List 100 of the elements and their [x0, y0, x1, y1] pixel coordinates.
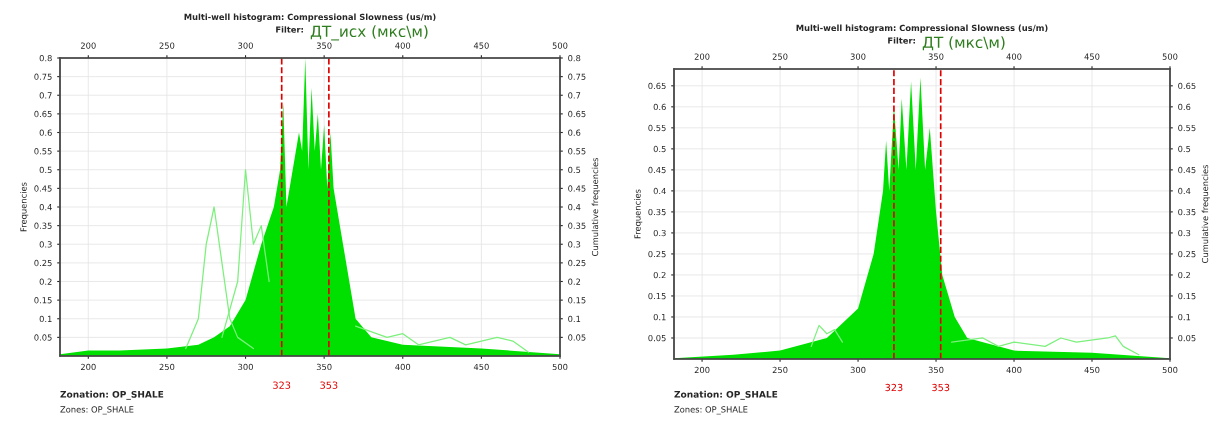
y-tick-label: 0.6 [653, 103, 666, 111]
x2-tick-label: 500 [552, 42, 568, 49]
y-tick-label: 0.3 [39, 241, 52, 248]
y-tick-label: 0.6 [39, 129, 52, 136]
y-tick-label: 0.1 [39, 315, 52, 323]
x2-tick-label: 300 [238, 42, 253, 49]
y-tick-label: 0.75 [34, 73, 52, 80]
y2-tick-label: 0.2 [568, 278, 581, 285]
y2-tick-label: 0.05 [568, 334, 586, 341]
text: Zones: OP_SHALE [674, 406, 748, 415]
y2-tick-label: 0.15 [568, 297, 586, 304]
x-tick-label: 350 [316, 363, 332, 371]
y2-axis-title: Cumulative frequencies [591, 157, 600, 256]
x-tick-label: 200 [80, 363, 96, 371]
y-tick-label: 0.4 [653, 187, 666, 195]
line-series [810, 324, 844, 348]
y-tick-label: 0.25 [648, 250, 666, 258]
x-tick-label: 450 [1084, 366, 1100, 374]
y2-tick-label: 0.55 [568, 148, 586, 155]
x2-tick-label: 350 [928, 53, 944, 60]
y2-axis-title: Cumulative frequencies [1201, 164, 1210, 263]
x2-tick-label: 250 [772, 53, 788, 60]
y2-tick-label: 0.1 [1178, 313, 1191, 321]
y-tick-label: 0.15 [34, 297, 52, 304]
y-tick-label: 0.15 [648, 292, 666, 300]
line-series [951, 335, 1140, 356]
ref-line-label: 353 [932, 383, 950, 392]
y-tick-label: 0.55 [648, 124, 666, 132]
y2-tick-label: 0.3 [568, 241, 581, 248]
y2-tick-label: 0.5 [1178, 145, 1191, 153]
y-tick-label: 0.5 [39, 166, 52, 174]
x-tick-label: 400 [395, 363, 411, 371]
x-tick-label: 300 [238, 363, 253, 371]
y2-tick-label: 0.65 [1178, 82, 1196, 90]
y-tick-label: 0.45 [648, 166, 666, 174]
x2-tick-label: 400 [1006, 53, 1022, 60]
y-tick-label: 0.35 [34, 222, 52, 229]
y-tick-label: 0.4 [39, 203, 52, 211]
ref-line-label: 353 [320, 381, 338, 389]
y2-tick-label: 0.3 [1178, 229, 1191, 237]
x2-tick-label: 250 [159, 42, 175, 49]
y-tick-label: 0.7 [39, 92, 52, 99]
y-tick-label: 0.2 [39, 278, 52, 285]
y2-tick-label: 0.25 [1178, 250, 1196, 258]
y-tick-label: 0.3 [653, 229, 666, 237]
y2-tick-label: 0.5 [568, 166, 581, 174]
y2-tick-label: 0.35 [1178, 208, 1196, 216]
text: Zonation: OP_SHALE [60, 390, 164, 400]
y2-tick-label: 0.8 [568, 54, 581, 62]
x2-tick-label: 450 [1084, 53, 1100, 60]
x-tick-label: 500 [552, 363, 568, 371]
x2-tick-label: 400 [395, 42, 411, 49]
x-tick-label: 450 [473, 363, 489, 371]
ref-line-label: 323 [273, 381, 291, 389]
x2-tick-label: 300 [850, 53, 866, 60]
y-axis-title: Frequencies [634, 189, 643, 239]
chart-subtitle: Filter: [276, 26, 303, 33]
y-tick-label: 0.05 [648, 334, 666, 342]
chart-subtitle: Filter: [888, 37, 915, 44]
y-tick-label: 0.35 [648, 208, 666, 216]
x2-tick-label: 200 [80, 42, 96, 49]
x-tick-label: 400 [1006, 366, 1022, 374]
x-tick-label: 500 [1162, 366, 1178, 374]
chart-title: Multi-well histogram: Compressional Slowness (us/m) [796, 24, 1048, 33]
y2-tick-label: 0.7 [568, 92, 581, 99]
x2-tick-label: 200 [694, 53, 710, 60]
x-tick-label: 250 [772, 366, 788, 374]
y-tick-label: 0.8 [39, 54, 52, 62]
y-tick-label: 0.05 [34, 334, 52, 341]
y2-tick-label: 0.75 [568, 73, 586, 80]
text: Zonation: OP_SHALE [674, 390, 778, 400]
y2-tick-label: 0.65 [568, 110, 586, 118]
x-tick-label: 200 [694, 366, 710, 374]
y2-tick-label: 0.15 [1178, 292, 1196, 300]
y2-tick-label: 0.4 [568, 203, 581, 211]
y2-tick-label: 0.55 [1178, 124, 1196, 132]
y-tick-label: 0.65 [34, 110, 52, 118]
y-axis-title: Frequencies [20, 182, 29, 232]
y-tick-label: 0.65 [648, 82, 666, 90]
y2-tick-label: 0.1 [568, 315, 581, 323]
y2-tick-label: 0.6 [568, 129, 581, 136]
y-tick-label: 0.45 [34, 185, 52, 192]
x2-tick-label: 450 [473, 42, 489, 49]
y2-tick-label: 0.4 [1178, 187, 1191, 195]
y2-tick-label: 0.45 [1178, 166, 1196, 174]
x-tick-label: 350 [928, 366, 944, 374]
y2-tick-label: 0.6 [1178, 103, 1191, 111]
y-tick-label: 0.2 [653, 271, 666, 279]
y-tick-label: 0.5 [653, 145, 666, 153]
text: ДТ (мкс\м) [922, 36, 1005, 51]
x-tick-label: 250 [159, 363, 175, 371]
y-tick-label: 0.25 [34, 259, 52, 267]
text: ДТ_исх (мкс\м) [310, 25, 428, 41]
y2-tick-label: 0.25 [568, 259, 586, 267]
y-tick-label: 0.1 [653, 313, 666, 321]
ref-line-label: 323 [885, 383, 903, 392]
line-series [354, 325, 530, 353]
x2-tick-label: 500 [1162, 53, 1178, 60]
text: Zones: OP_SHALE [60, 406, 134, 415]
y2-tick-label: 0.05 [1178, 334, 1196, 342]
